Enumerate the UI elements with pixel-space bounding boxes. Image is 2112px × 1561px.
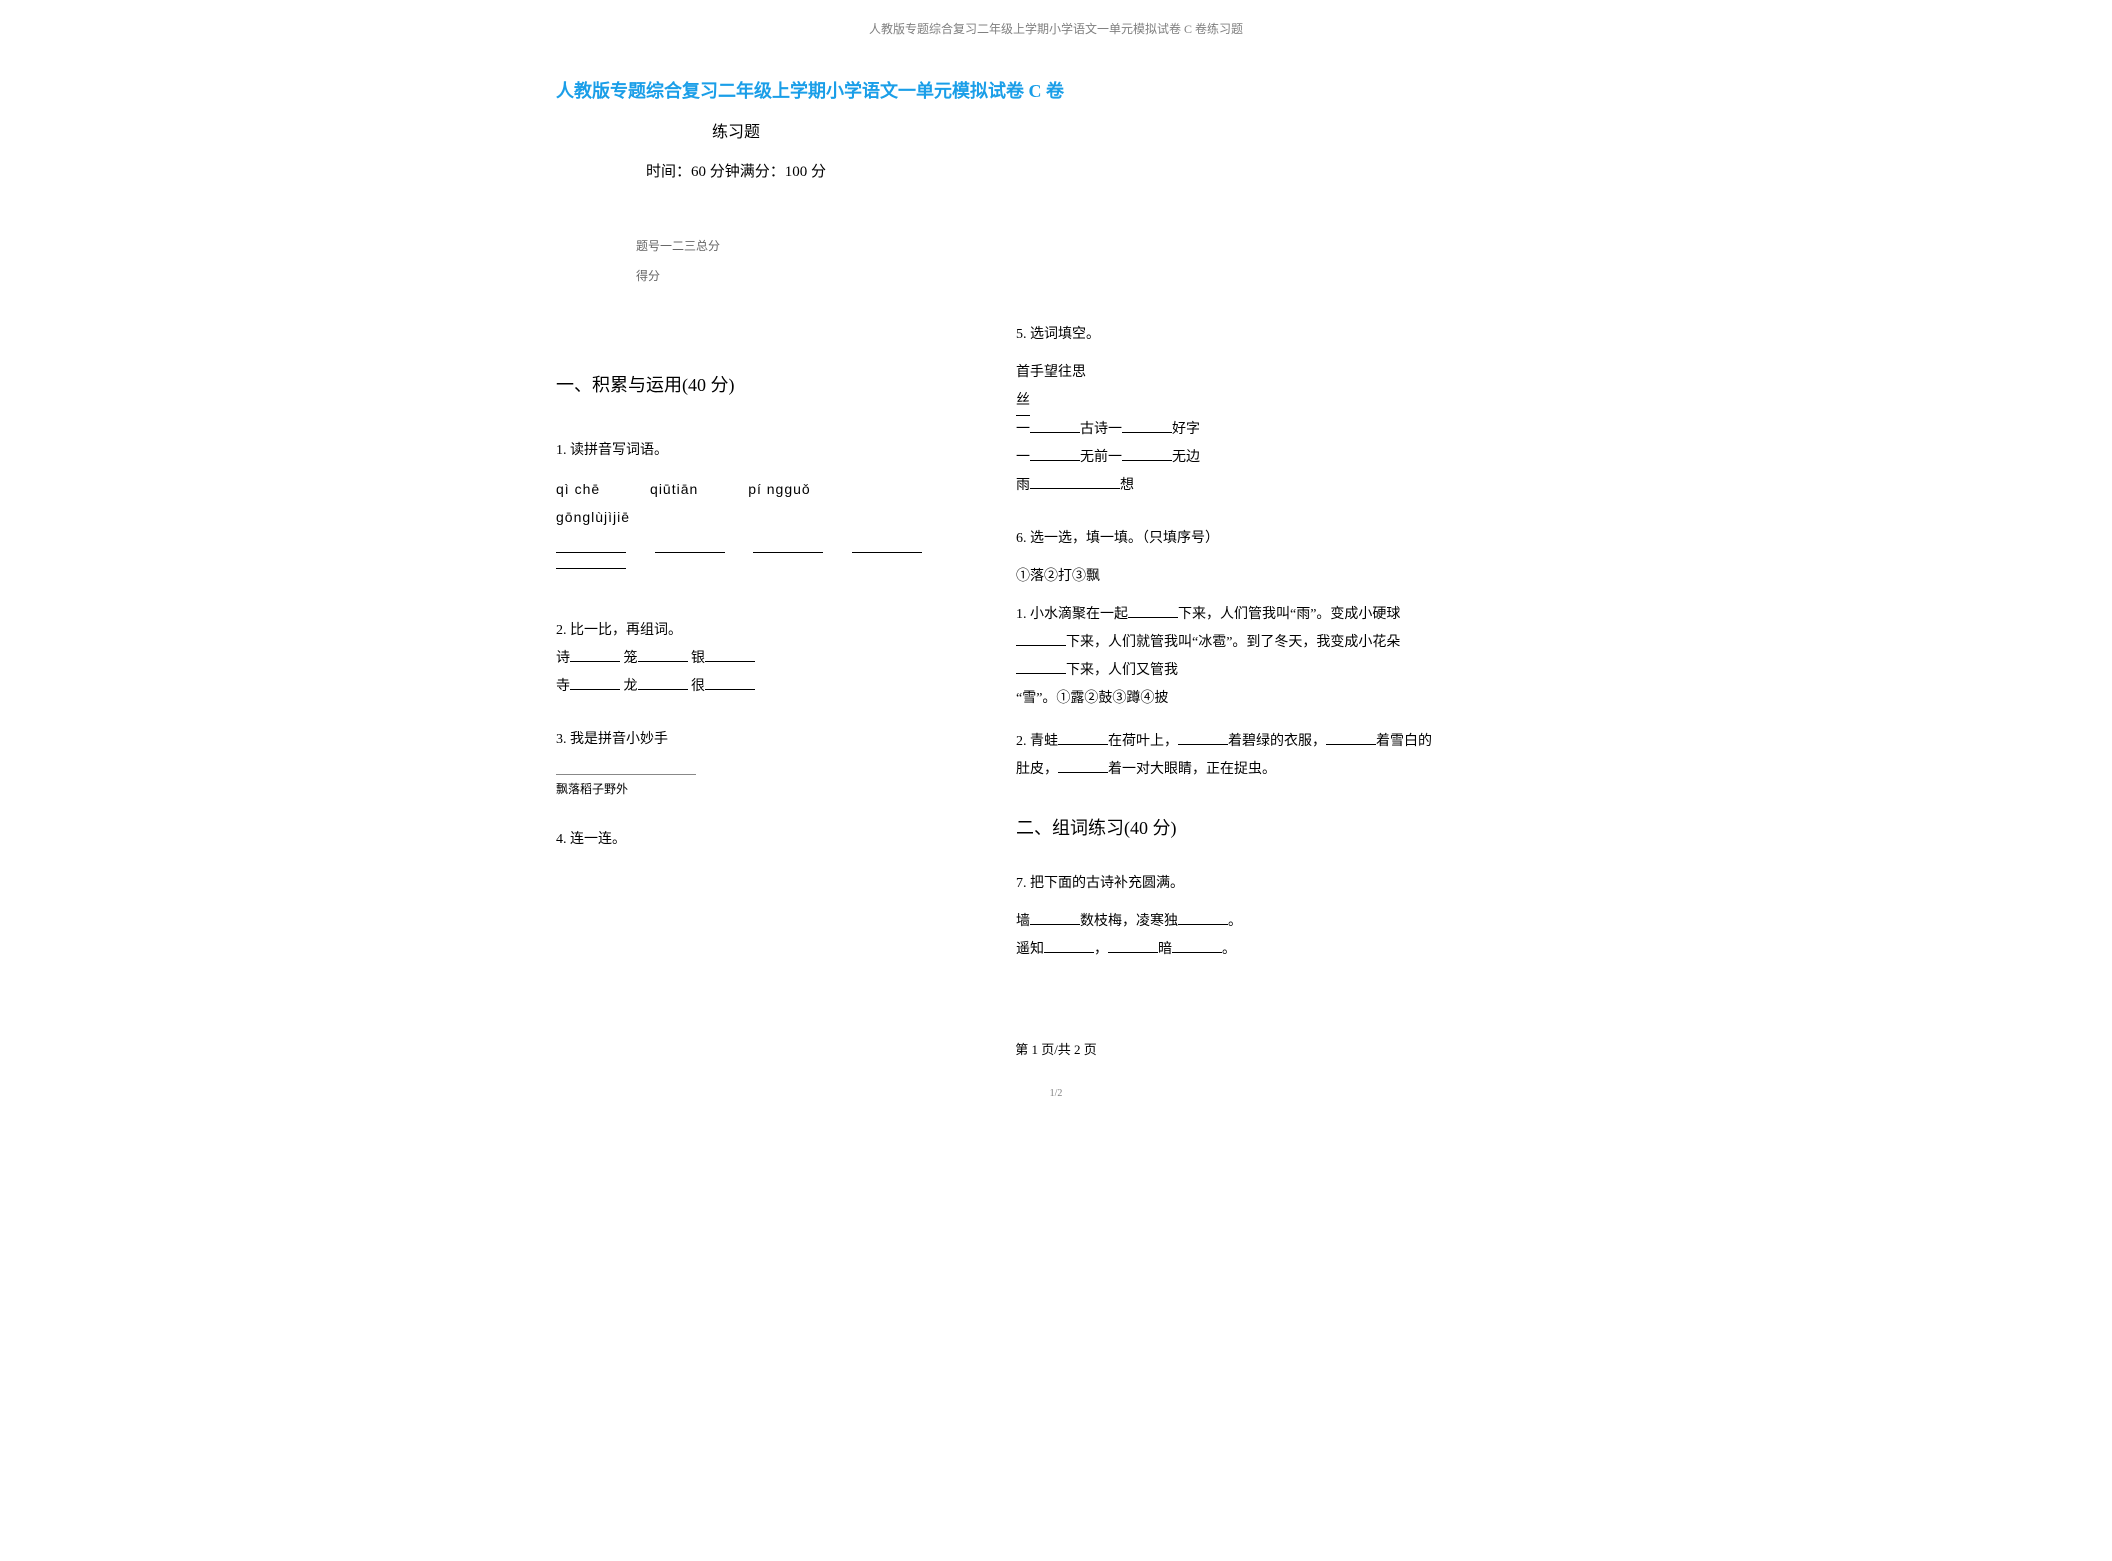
left-column: 一、积累与运用(40 分) 1. 读拼音写词语。 qì chē qiūtiān … (396, 311, 956, 989)
blank[interactable] (1178, 924, 1228, 925)
q2-row2: 寺 龙 很 (556, 673, 956, 701)
q6-p1-l4: “雪”。①露②鼓③蹲④披 (1016, 685, 1616, 713)
q6-p2-l1: 2. 青蛙在荷叶上，着碧绿的衣服，着雪白的 (1016, 728, 1616, 756)
blank[interactable] (655, 552, 725, 553)
q5-words: 首手望往思 (1016, 359, 1616, 387)
question-6: 6. 选一选，填一填。（只填序号） ①落②打③飘 1. 小水滴聚在一起下来，人们… (1016, 525, 1616, 784)
two-column-layout: 一、积累与运用(40 分) 1. 读拼音写词语。 qì chē qiūtiān … (396, 311, 1716, 989)
section2-heading: 二、组词练习(40 分) (1016, 814, 1616, 840)
blank[interactable] (1030, 488, 1120, 489)
q7-label: 7. 把下面的古诗补充圆满。 (1016, 870, 1616, 898)
question-2: 2. 比一比，再组词。 诗 笼 银 寺 龙 很 (556, 617, 956, 701)
page-footer-small: 1/2 (396, 1088, 1716, 1099)
char: 诗 (556, 651, 570, 666)
char: 寺 (556, 679, 570, 694)
blank[interactable] (638, 661, 688, 662)
page-container: 人教版专题综合复习二年级上学期小学语文一单元模拟试卷 C 卷练习题 人教版专题综… (396, 20, 1716, 1099)
q6-p1-l3: 下来，人们又管我 (1016, 657, 1616, 685)
blank[interactable] (638, 689, 688, 690)
q2-row1: 诗 笼 银 (556, 645, 956, 673)
blank[interactable] (753, 552, 823, 553)
defen-row: 得分 (636, 261, 1716, 291)
right-column: 5. 选词填空。 首手望往思 丝 一古诗一好字 一无前一无边 雨想 6. 选一选… (1016, 311, 1616, 989)
pinyin-1: qì chē (556, 475, 600, 503)
blank[interactable] (1122, 460, 1172, 461)
q6-p1-l1: 1. 小水滴聚在一起下来，人们管我叫“雨”。变成小硬球 (1016, 601, 1616, 629)
q1-blanks (556, 536, 956, 592)
q6-p2-l2: 肚皮，着一对大眼睛，正在捉虫。 (1016, 756, 1616, 784)
question-1: 1. 读拼音写词语。 qì chē qiūtiān pí ngguǒ gōngl… (556, 437, 956, 592)
time-score-info: 时间：60 分钟满分：100 分 (0, 160, 1716, 181)
tihao-row: 题号一二三总分 (636, 231, 1716, 261)
blank[interactable] (1172, 952, 1222, 953)
pinyin-4: gōnglùjìjiē (556, 503, 630, 531)
blank[interactable] (1326, 744, 1376, 745)
q7-line2: 遥知，暗。 (1016, 936, 1616, 964)
blank[interactable] (556, 552, 626, 553)
page-footer: 第 1 页/共 2 页 (396, 1039, 1716, 1058)
q6-label: 6. 选一选，填一填。（只填序号） (1016, 525, 1616, 553)
blank[interactable] (1030, 432, 1080, 433)
blank[interactable] (1128, 617, 1178, 618)
section1-heading: 一、积累与运用(40 分) (556, 371, 956, 397)
q3-divider (556, 774, 696, 775)
q3-label: 3. 我是拼音小妙手 (556, 726, 956, 754)
char: 龙 (624, 679, 638, 694)
running-header: 人教版专题综合复习二年级上学期小学语文一单元模拟试卷 C 卷练习题 (396, 20, 1716, 37)
blank[interactable] (1030, 924, 1080, 925)
char: 银 (691, 651, 705, 666)
blank[interactable] (705, 661, 755, 662)
document-title: 人教版专题综合复习二年级上学期小学语文一单元模拟试卷 C 卷 (556, 77, 1716, 103)
blank[interactable] (1108, 952, 1158, 953)
question-4: 4. 连一连。 (556, 826, 956, 854)
blank[interactable] (570, 661, 620, 662)
question-5: 5. 选词填空。 首手望往思 丝 一古诗一好字 一无前一无边 雨想 (1016, 321, 1616, 500)
question-3: 3. 我是拼音小妙手 飘落稻子野外 (556, 726, 956, 801)
document-subtitle: 练习题 (0, 118, 1716, 142)
score-meta: 题号一二三总分 得分 (636, 231, 1716, 291)
q5-label: 5. 选词填空。 (1016, 321, 1616, 349)
blank[interactable] (1044, 952, 1094, 953)
blank[interactable] (1016, 673, 1066, 674)
blank[interactable] (1122, 432, 1172, 433)
blank[interactable] (1058, 744, 1108, 745)
blank[interactable] (1178, 744, 1228, 745)
q1-label: 1. 读拼音写词语。 (556, 437, 956, 465)
question-7: 7. 把下面的古诗补充圆满。 墙数枝梅，凌寒独。 遥知，暗。 (1016, 870, 1616, 964)
blank[interactable] (1058, 772, 1108, 773)
blank[interactable] (852, 552, 922, 553)
blank[interactable] (570, 689, 620, 690)
blank[interactable] (1030, 460, 1080, 461)
q3-caption: 飘落稻子野外 (556, 777, 956, 801)
char: 笼 (624, 651, 638, 666)
blank[interactable] (1016, 645, 1066, 646)
q2-label: 2. 比一比，再组词。 (556, 617, 956, 645)
q5-line2: 一无前一无边 (1016, 444, 1616, 472)
q5-line1: 一古诗一好字 (1016, 416, 1616, 444)
q5-si: 丝 (1016, 387, 1616, 416)
q5-line3: 雨想 (1016, 472, 1616, 500)
pinyin-3: pí ngguǒ (748, 475, 811, 503)
pinyin-2: qiūtiān (650, 475, 698, 503)
blank[interactable] (556, 568, 626, 569)
blank[interactable] (705, 689, 755, 690)
q6-options1: ①落②打③飘 (1016, 563, 1616, 591)
q6-p1-l2: 下来，人们就管我叫“冰雹”。到了冬天，我变成小花朵 (1016, 629, 1616, 657)
char: 很 (691, 679, 705, 694)
q1-pinyin-row: qì chē qiūtiān pí ngguǒ gōnglùjìjiē (556, 475, 956, 531)
q7-line1: 墙数枝梅，凌寒独。 (1016, 908, 1616, 936)
q4-label: 4. 连一连。 (556, 826, 956, 854)
